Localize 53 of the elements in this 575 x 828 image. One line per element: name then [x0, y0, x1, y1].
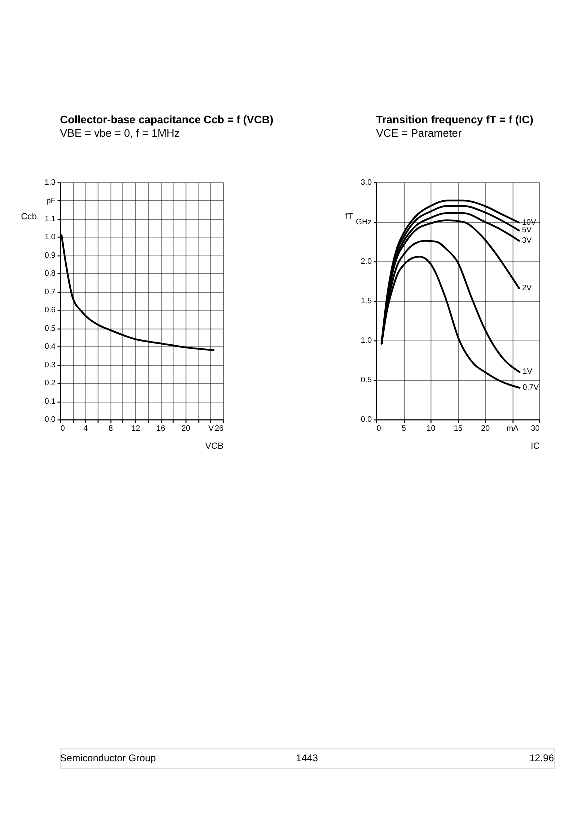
- series-label: 5V: [522, 226, 533, 235]
- x-tick-label: 15: [454, 424, 464, 434]
- x-tick-label: 0: [60, 424, 66, 434]
- x-tick-label: 16: [156, 424, 166, 434]
- x-tick-label: 4: [84, 424, 89, 434]
- x-tick-label: 20: [182, 424, 192, 434]
- y-tick-label: 1.1: [44, 214, 56, 224]
- y-tick-label: 1.0: [360, 336, 373, 346]
- y-tick-label: 0.2: [44, 378, 56, 388]
- x-axis-title: VCB: [206, 440, 224, 451]
- y-tick-label: 0.5: [44, 324, 56, 333]
- series-label: 10V: [522, 218, 538, 227]
- x-tick-label: 8: [108, 424, 114, 434]
- x-tick-label: 0: [376, 424, 382, 434]
- y-tick-label: 0.0: [44, 415, 56, 424]
- chart-title: Collector-base capacitance Ccb = f (VCB): [60, 114, 274, 126]
- y-tick-label: 0.6: [44, 306, 56, 315]
- chart-title: Transition frequency fT = f (IC): [376, 114, 534, 126]
- text: 1443: [296, 754, 319, 764]
- y-tick-label: 0.3: [44, 360, 56, 370]
- y-tick-label: 1.3: [44, 178, 56, 188]
- x-tick-label: 10: [426, 424, 436, 434]
- series-label: 1V: [522, 367, 534, 376]
- y-tick-label: GHz: [356, 218, 372, 227]
- x-tick-label: 30: [531, 424, 541, 434]
- y-tick-label: 1.0: [44, 232, 56, 242]
- x-tick-label: 5: [402, 424, 407, 434]
- y-tick-label: 0.0: [360, 415, 373, 424]
- text: 12.96: [530, 754, 555, 764]
- x-tick-label: 20: [481, 424, 491, 434]
- chart-subtitle: VCE = Parameter: [376, 128, 462, 140]
- y-tick-label: 0.5: [360, 376, 373, 385]
- y-tick-label: 0.4: [44, 342, 56, 352]
- y-tick-label: 2.0: [360, 257, 373, 266]
- series-label: 2V: [522, 283, 533, 292]
- x-tick-label: V: [208, 424, 215, 434]
- y-axis-title: Ccb: [21, 212, 38, 222]
- y-tick-label: 0.8: [44, 269, 56, 278]
- text: Semiconductor Group: [60, 754, 157, 764]
- x-tick-label: 12: [132, 424, 140, 434]
- series-label: 0.7V: [522, 383, 540, 392]
- y-tick-label: 0.1: [44, 396, 56, 406]
- series-label: 3V: [522, 236, 533, 246]
- x-tick-label: 26: [214, 424, 224, 434]
- chart-subtitle: VBE = vbe = 0, f = 1MHz: [60, 128, 180, 140]
- x-axis-title: IC: [531, 440, 541, 451]
- y-tick-label: 0.9: [44, 250, 56, 260]
- y-tick-label: 0.7: [44, 287, 56, 296]
- y-axis-title: fT: [345, 212, 354, 222]
- y-tick-label: pF: [46, 196, 56, 206]
- x-tick-label: mA: [506, 424, 520, 434]
- y-tick-label: 1.5: [360, 296, 373, 306]
- y-tick-label: 3.0: [360, 178, 373, 188]
